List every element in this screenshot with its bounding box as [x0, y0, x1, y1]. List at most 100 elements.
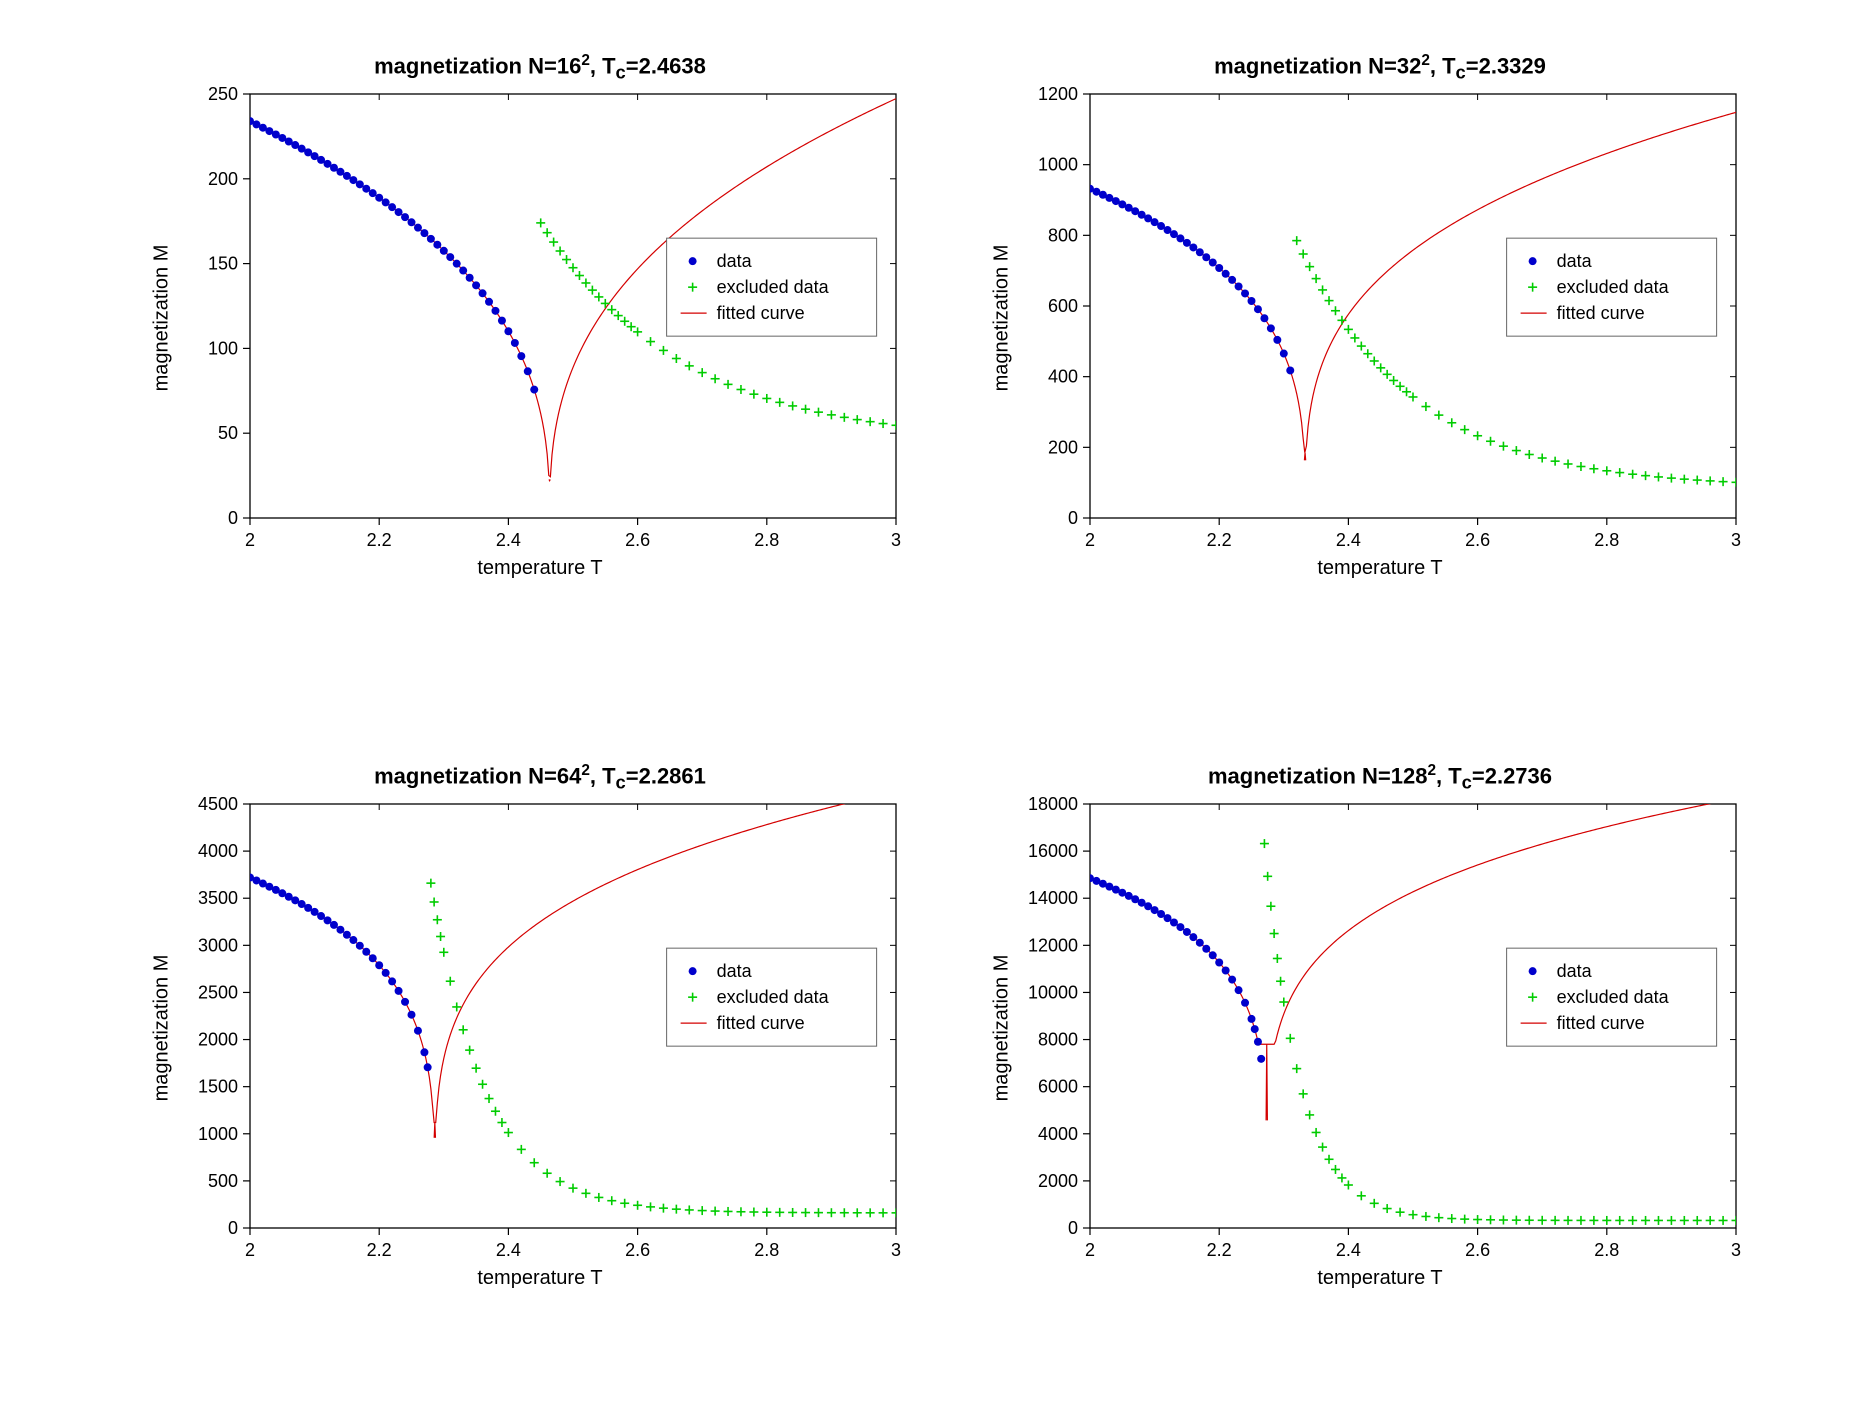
excluded-point	[439, 948, 448, 957]
excluded-point	[517, 1145, 526, 1154]
data-point	[382, 969, 390, 977]
x-tick-label: 3	[1731, 1240, 1741, 1260]
excluded-point	[1667, 474, 1676, 483]
excluded-point	[569, 1184, 578, 1193]
excluded-point	[581, 278, 590, 287]
plot-svg: 22.22.42.62.8305001000150020002500300035…	[170, 768, 910, 1288]
y-tick-label: 800	[1048, 225, 1078, 245]
data-point	[382, 198, 390, 206]
y-tick-label: 4000	[198, 841, 238, 861]
data-point	[1248, 1015, 1256, 1023]
data-point	[1189, 933, 1197, 941]
excluded-point	[1396, 1208, 1405, 1217]
data-point	[375, 194, 383, 202]
excluded-point	[497, 1118, 506, 1127]
excluded-point	[788, 401, 797, 410]
x-tick-label: 2	[245, 530, 255, 550]
data-point	[420, 1048, 428, 1056]
data-point	[459, 267, 467, 275]
y-tick-label: 0	[228, 508, 238, 528]
excluded-point	[775, 398, 784, 407]
excluded-point	[1564, 459, 1573, 468]
excluded-point	[892, 421, 901, 430]
excluded-point	[853, 1208, 862, 1217]
y-tick-label: 100	[208, 338, 238, 358]
excluded-point	[1486, 437, 1495, 446]
data-point	[530, 386, 538, 394]
x-tick-label: 2	[1085, 530, 1095, 550]
y-tick-label: 2500	[198, 982, 238, 1002]
excluded-point	[788, 1208, 797, 1217]
legend: dataexcluded datafitted curve	[1507, 238, 1717, 336]
x-tick-label: 2.4	[496, 530, 521, 550]
x-axis-label: temperature T	[1010, 557, 1750, 580]
excluded-point	[1680, 475, 1689, 484]
excluded-point	[775, 1208, 784, 1217]
excluded-point	[1460, 1215, 1469, 1224]
excluded-point	[1305, 262, 1314, 271]
y-tick-label: 10000	[1028, 982, 1078, 1002]
data-point	[408, 1011, 416, 1019]
excluded-point	[1641, 1216, 1650, 1225]
legend-marker-data	[689, 967, 697, 975]
y-tick-label: 500	[208, 1171, 238, 1191]
legend-label: fitted curve	[1557, 303, 1645, 323]
x-axis-label: temperature T	[170, 557, 910, 580]
excluded-point	[1409, 392, 1418, 401]
data-point	[408, 218, 416, 226]
excluded-point	[698, 368, 707, 377]
data-point	[1241, 999, 1249, 1007]
excluded-point	[1312, 1128, 1321, 1137]
data-point	[1235, 282, 1243, 290]
legend-marker-data	[1529, 257, 1537, 265]
x-tick-label: 2.4	[1336, 1240, 1361, 1260]
excluded-point	[1576, 462, 1585, 471]
excluded-point	[1357, 1191, 1366, 1200]
legend-label: excluded data	[717, 277, 830, 297]
y-tick-label: 4000	[1038, 1124, 1078, 1144]
subplot-2: magnetization N=642, Tc=2.2861temperatur…	[170, 768, 910, 1288]
data-point	[1215, 958, 1223, 966]
excluded-point	[1325, 1155, 1334, 1164]
data-point	[1273, 336, 1281, 344]
data-point	[1222, 967, 1230, 975]
excluded-point	[827, 1208, 836, 1217]
excluded-point	[1551, 1216, 1560, 1225]
legend-marker-data	[689, 257, 697, 265]
data-point	[1228, 976, 1236, 984]
y-tick-label: 200	[208, 169, 238, 189]
data-point	[491, 307, 499, 315]
excluded-point	[1331, 306, 1340, 315]
excluded-point	[1383, 370, 1392, 379]
x-tick-label: 2.4	[496, 1240, 521, 1260]
legend-label: fitted curve	[1557, 1013, 1645, 1033]
excluded-point	[646, 1202, 655, 1211]
excluded-point	[801, 1208, 810, 1217]
excluded-point	[1447, 1214, 1456, 1223]
excluded-point	[620, 1199, 629, 1208]
excluded-point	[478, 1080, 487, 1089]
excluded-point	[1680, 1216, 1689, 1225]
excluded-point	[853, 415, 862, 424]
excluded-point	[1263, 872, 1272, 881]
excluded-point	[685, 361, 694, 370]
excluded-point	[1460, 425, 1469, 434]
excluded-point	[1473, 1215, 1482, 1224]
data-point	[1254, 305, 1262, 313]
data-point	[1183, 928, 1191, 936]
excluded-point	[562, 255, 571, 264]
excluded-point	[485, 1094, 494, 1103]
excluded-point	[491, 1107, 500, 1116]
plot-svg: 22.22.42.62.83020040060080010001200datae…	[1010, 58, 1750, 578]
y-tick-label: 2000	[198, 1030, 238, 1050]
data-point	[1196, 248, 1204, 256]
excluded-point	[536, 218, 545, 227]
data-point	[336, 926, 344, 934]
excluded-point	[672, 1205, 681, 1214]
subplot-3: magnetization N=1282, Tc=2.2736temperatu…	[1010, 768, 1750, 1288]
legend-label: excluded data	[1557, 987, 1670, 1007]
data-point	[414, 1027, 422, 1035]
excluded-point	[426, 879, 435, 888]
excluded-point	[1402, 387, 1411, 396]
excluded-point	[1719, 1216, 1728, 1225]
